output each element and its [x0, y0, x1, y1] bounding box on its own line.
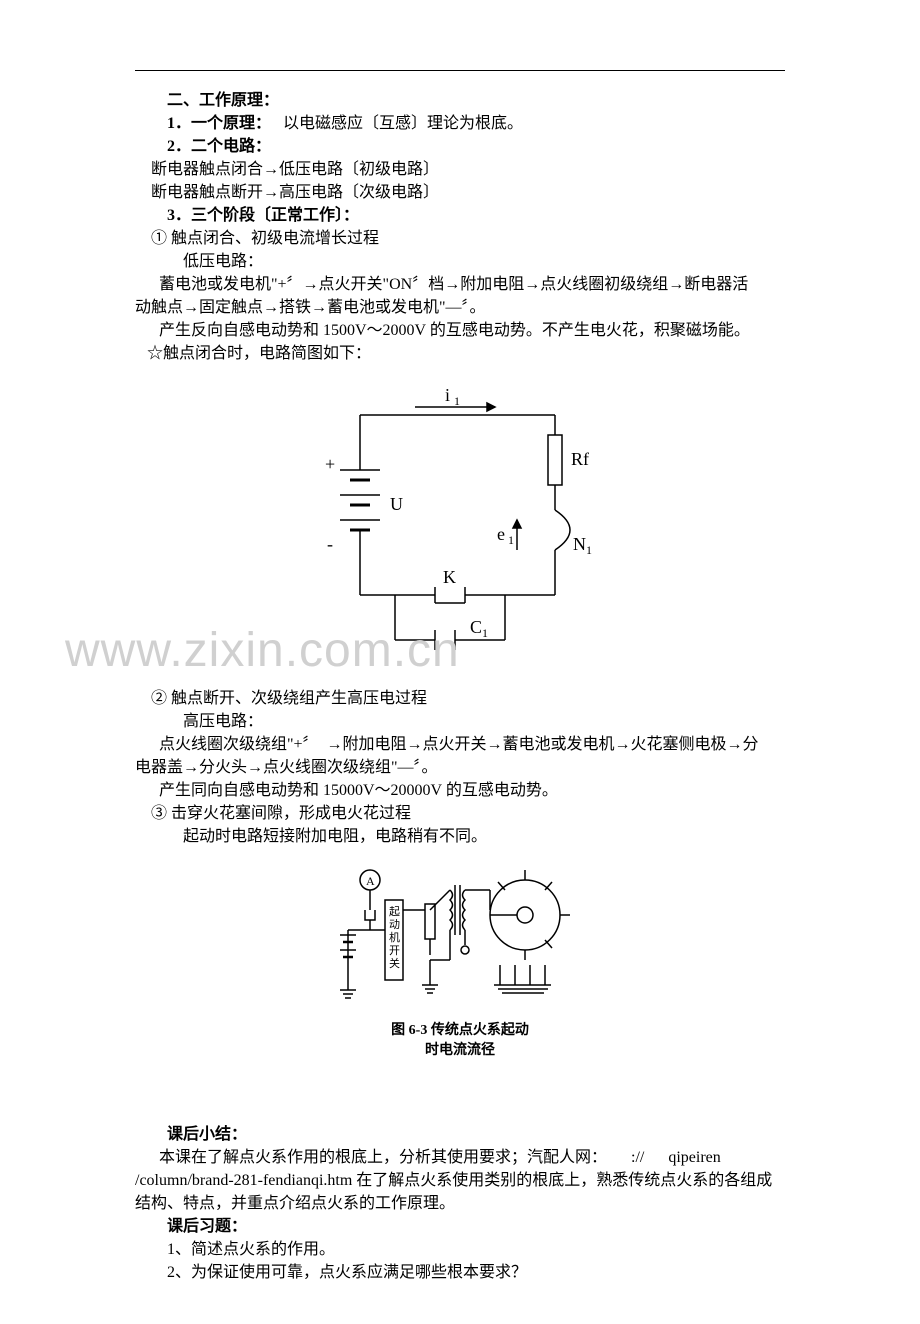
stage2-sub: 高压电路：	[135, 710, 785, 733]
svg-text:U: U	[390, 494, 403, 514]
stage3-title: ③ 击穿火花塞间隙，形成电火花过程	[135, 802, 785, 825]
svg-text:动: 动	[389, 918, 400, 931]
svg-text:A: A	[366, 874, 375, 888]
stage3-line1: 起动时电路短接附加电阻，电路稍有不同。	[135, 825, 785, 848]
circuit-diagram-2: A 起 动 机	[135, 860, 785, 1061]
svg-text:C: C	[470, 617, 482, 637]
exercise-q1: 1、简述点火系的作用。	[135, 1238, 785, 1261]
svg-text:Rf: Rf	[571, 449, 589, 469]
circuit1-svg: i 1 Rf N 1 e 1	[295, 375, 625, 675]
exercises-title: 课后习题：	[135, 1215, 785, 1238]
svg-text:K: K	[443, 567, 456, 587]
item1: 1．一个原理： 以电磁感应〔互感〕理论为根底。	[135, 112, 785, 135]
item1-text: 以电磁感应〔互感〕理论为根底。	[271, 115, 523, 132]
item3-label: 3．三个阶段〔正常工作〕：	[135, 204, 785, 227]
summary-line3: 结构、特点，并重点介绍点火系的工作原理。	[135, 1192, 785, 1215]
spacer	[135, 1073, 785, 1123]
circuit-diagram-1: i 1 Rf N 1 e 1	[135, 375, 785, 675]
circuit2-svg: A 起 动 机	[330, 860, 590, 1010]
top-divider	[135, 70, 785, 71]
summary-title: 课后小结：	[135, 1123, 785, 1146]
stage1-line1: 蓄电池或发电机"+〞→点火开关"ON〞档→附加电阻→点火线圈初级绕组→断电器活	[135, 273, 785, 296]
svg-text:1: 1	[482, 626, 488, 640]
svg-text:-: -	[327, 534, 333, 554]
svg-text:关: 关	[389, 956, 400, 970]
stage1-line3: 产生反向自感电动势和 1500V～2000V 的互感电动势。不产生电火花，积聚磁…	[135, 319, 785, 342]
svg-text:1: 1	[508, 533, 514, 547]
svg-text:+: +	[325, 454, 335, 474]
item2-label: 2．二个电路：	[135, 135, 785, 158]
stage2-title: ② 触点断开、次级绕组产生高压电过程	[135, 687, 785, 710]
section2-title: 二、工作原理：	[135, 89, 785, 112]
svg-text:e: e	[497, 524, 505, 544]
exercise-q2: 2、为保证使用可靠，点火系应满足哪些根本要求？	[135, 1261, 785, 1284]
page-content: 二、工作原理： 1．一个原理： 以电磁感应〔互感〕理论为根底。 2．二个电路： …	[0, 0, 920, 1324]
svg-text:机: 机	[389, 930, 400, 944]
stage1-sub: 低压电路：	[135, 250, 785, 273]
summary-line2: /column/brand-281-fendianqi.htm 在了解点火系使用…	[135, 1169, 785, 1192]
item1-label: 1．一个原理：	[167, 115, 271, 132]
svg-text:i: i	[445, 385, 450, 405]
svg-text:1: 1	[454, 394, 460, 408]
summary-line1: 本课在了解点火系作用的根底上，分析其使用要求；汽配人网： :// qipeire…	[135, 1146, 785, 1169]
svg-text:起: 起	[389, 905, 400, 918]
stage2-line2: 电器盖→分火头→点火线圈次级绕组"—〞。	[135, 756, 785, 779]
caption-line1: 图 6-3 传统点火系起动	[135, 1021, 785, 1041]
stage2-line1: 点火线圈次级绕组"+〞 →附加电阻→点火开关→蓄电池或发电机→火花塞侧电极→分	[135, 733, 785, 756]
fig2-caption: 图 6-3 传统点火系起动 时电流流径	[135, 1021, 785, 1061]
stage2-line3: 产生同向自感电动势和 15000V～20000V 的互感电动势。	[135, 779, 785, 802]
stage1-title: ① 触点闭合、初级电流增长过程	[135, 227, 785, 250]
stage1-line4: ☆触点闭合时，电路简图如下：	[135, 342, 785, 365]
svg-text:开: 开	[389, 945, 400, 957]
svg-text:1: 1	[586, 543, 592, 557]
item2-line1: 断电器触点闭合→低压电路〔初级电路〕	[135, 158, 785, 181]
item2-line2: 断电器触点断开→高压电路〔次级电路〕	[135, 181, 785, 204]
caption-line2: 时电流流径	[135, 1041, 785, 1061]
stage1-line2: 动触点→固定触点→搭铁→蓄电池或发电机"—〞。	[135, 296, 785, 319]
svg-text:N: N	[573, 534, 586, 554]
